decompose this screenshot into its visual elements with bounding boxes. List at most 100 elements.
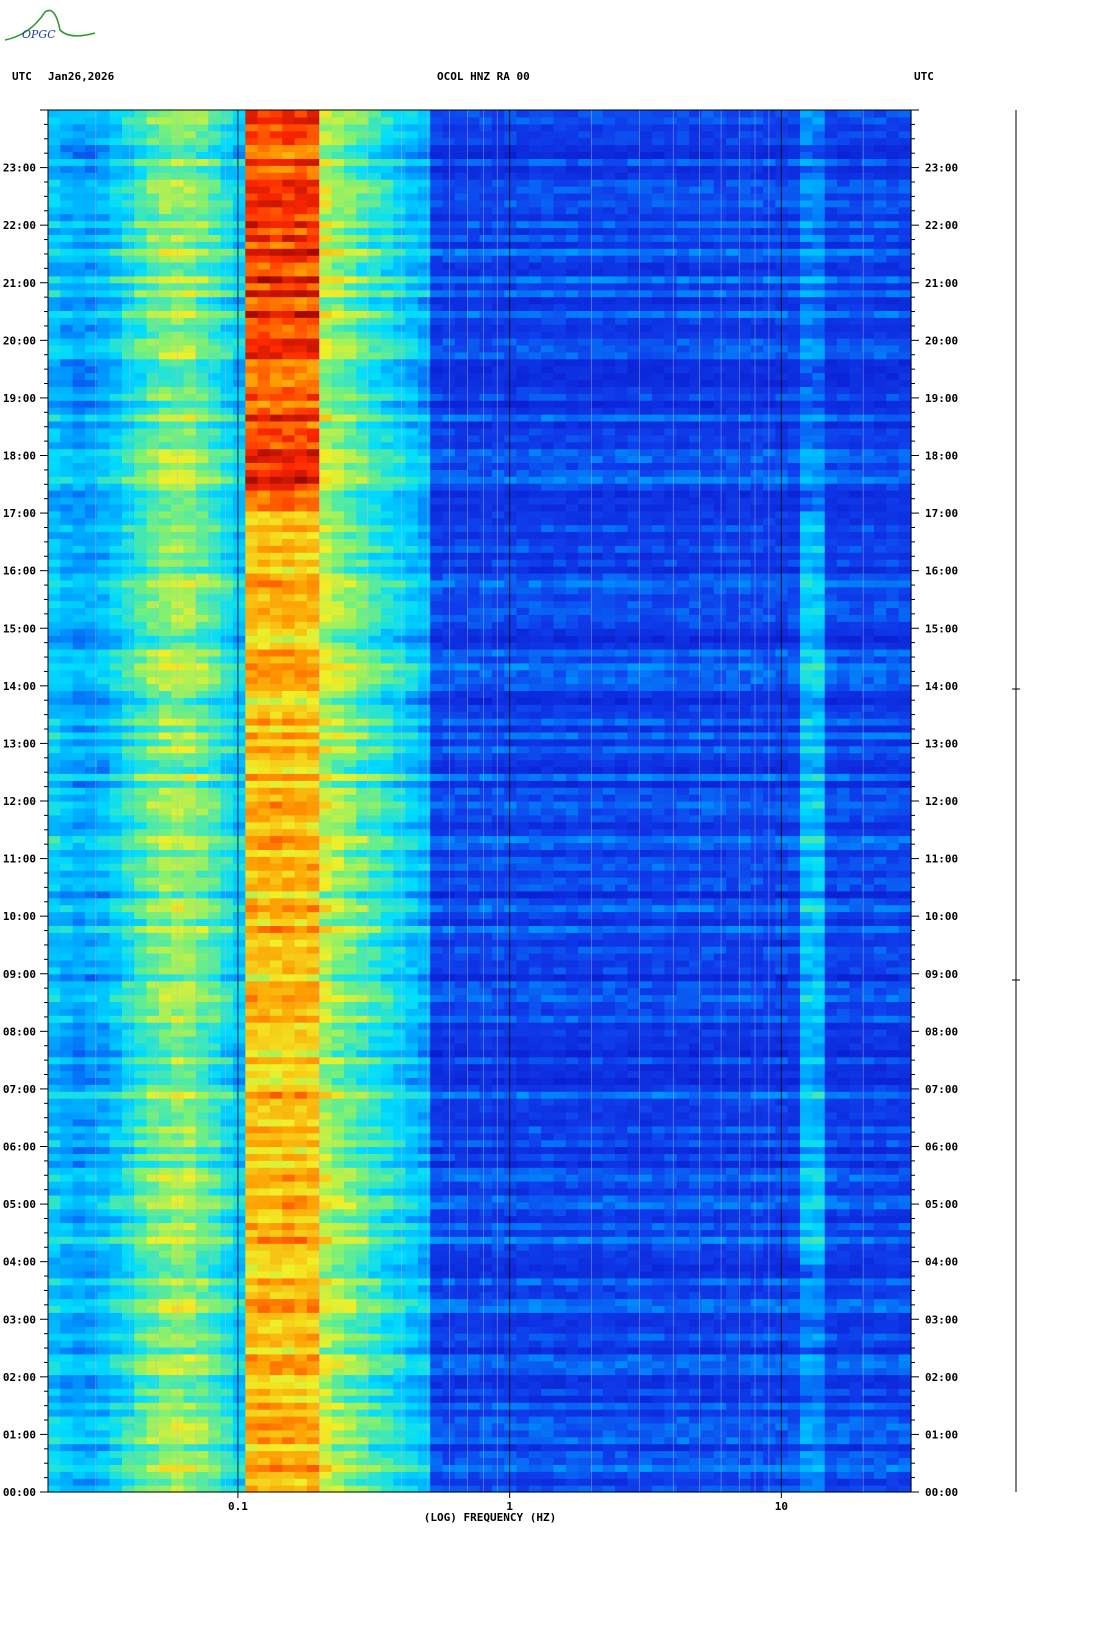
heat-cell <box>109 1319 123 1327</box>
heat-cell <box>356 1174 370 1182</box>
heat-cell <box>306 1015 320 1023</box>
heat-cell <box>627 1056 641 1065</box>
heat-cell <box>417 1333 431 1341</box>
heat-cell <box>220 1319 234 1327</box>
heat-cell <box>590 1443 604 1452</box>
heat-cell <box>726 1409 739 1417</box>
heat-cell <box>85 1284 98 1293</box>
heat-cell <box>627 1429 641 1438</box>
heat-cell <box>417 1388 431 1396</box>
heat-cell <box>368 1042 382 1051</box>
heat-cell <box>837 1125 850 1134</box>
heat-cell <box>689 1243 702 1251</box>
heat-cell <box>824 1291 838 1300</box>
heat-cell <box>504 1270 518 1279</box>
heat-cell <box>849 1326 863 1334</box>
heat-cell <box>208 1098 222 1106</box>
heat-cell <box>787 1367 801 1376</box>
heat-cell <box>134 1049 148 1058</box>
heat-cell <box>664 1063 678 1072</box>
heat-cell <box>48 1360 61 1369</box>
heat-cell <box>467 1319 481 1327</box>
heat-cell <box>294 1422 308 1431</box>
heat-cell <box>356 1201 370 1210</box>
heat-cell <box>491 1409 505 1417</box>
heat-cell <box>85 1422 98 1431</box>
heat-cell <box>85 1340 98 1348</box>
heat-cell <box>245 1201 259 1210</box>
heat-cell <box>849 1346 863 1355</box>
heat-cell <box>269 1208 283 1217</box>
heat-cell <box>898 1395 912 1403</box>
heat-cell <box>886 1194 900 1203</box>
heat-cell <box>565 1132 579 1141</box>
heat-cell <box>48 1118 61 1127</box>
heat-cell <box>294 1001 308 1009</box>
heat-cell <box>85 1015 98 1023</box>
heat-cell <box>393 1464 407 1472</box>
heat-cell <box>787 1015 801 1023</box>
heat-cell <box>713 1395 727 1403</box>
heat-cell <box>417 1340 431 1348</box>
heat-cell <box>627 1022 641 1030</box>
heat-cell <box>72 1056 86 1065</box>
heat-cell <box>565 1042 579 1051</box>
heat-cell <box>72 1409 86 1417</box>
heat-cell <box>417 1153 431 1161</box>
heat-cell <box>750 1277 764 1286</box>
heat-cell <box>701 1353 715 1362</box>
heat-cell <box>491 1464 505 1472</box>
heat-cell <box>232 1326 246 1334</box>
heat-cell <box>726 1478 739 1486</box>
heat-cell <box>812 1395 826 1403</box>
heat-cell <box>48 1236 61 1244</box>
heat-cell <box>553 1174 567 1182</box>
heat-cell <box>627 1464 641 1472</box>
heat-cell <box>553 1333 567 1341</box>
heat-cell <box>467 1374 481 1382</box>
heat-cell <box>812 1409 826 1417</box>
heat-cell <box>787 1450 801 1458</box>
heat-cell <box>48 1181 61 1189</box>
heat-cell <box>861 1312 875 1320</box>
heat-cell <box>713 1326 727 1334</box>
heat-cell <box>479 1077 493 1085</box>
heat-cell <box>60 1070 74 1078</box>
heat-cell <box>467 1416 481 1424</box>
heat-cell <box>306 1236 320 1244</box>
heat-cell <box>713 1471 727 1479</box>
heat-cell <box>726 1429 739 1438</box>
heat-cell <box>195 1160 209 1168</box>
heat-cell <box>800 1056 813 1065</box>
heat-cell <box>454 1222 468 1230</box>
heat-cell <box>676 1457 690 1465</box>
heat-cell <box>331 1229 345 1237</box>
heat-cell <box>245 1395 259 1403</box>
heat-cell <box>701 1457 715 1465</box>
heat-cell <box>331 1112 345 1120</box>
heat-cell <box>639 1153 653 1161</box>
heat-cell <box>824 1077 838 1085</box>
heat-cell <box>664 1346 678 1355</box>
heat-cell <box>60 1450 74 1458</box>
heat-cell <box>627 1264 641 1272</box>
heat-cell <box>750 1118 764 1127</box>
heat-cell <box>516 1485 530 1493</box>
heat-cell <box>306 1464 320 1472</box>
heat-cell <box>861 1022 875 1030</box>
heat-cell <box>294 1208 308 1217</box>
heat-cell <box>738 1001 752 1009</box>
heat-cell <box>800 1167 813 1175</box>
heat-cell <box>565 1443 579 1452</box>
heat-cell <box>467 1333 481 1341</box>
heat-cell <box>800 1333 813 1341</box>
heat-cell <box>676 1340 690 1348</box>
heat-cell <box>208 1229 222 1237</box>
heat-cell <box>713 1250 727 1258</box>
heat-cell <box>578 1277 591 1286</box>
heat-cell <box>676 1485 690 1493</box>
heat-cell <box>331 1146 345 1154</box>
heat-cell <box>417 1277 431 1286</box>
heat-cell <box>701 1319 715 1327</box>
heat-cell <box>800 1070 813 1078</box>
